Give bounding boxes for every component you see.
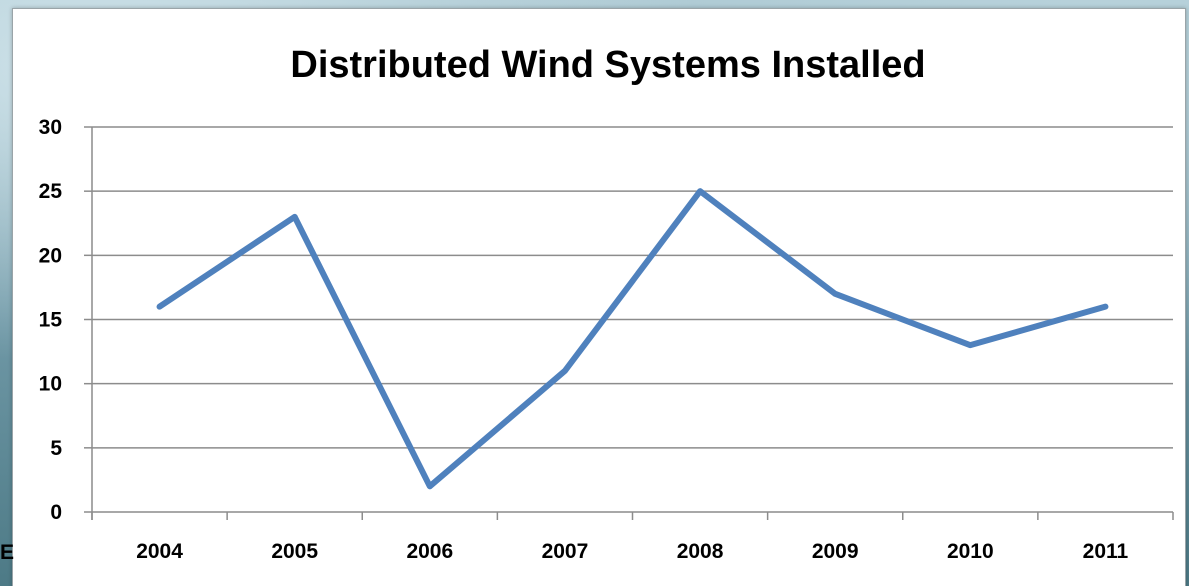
- gridlines: [92, 126, 1173, 449]
- axes: [84, 126, 1174, 520]
- x-tick-label-2008: 2008: [677, 540, 724, 563]
- y-tick-label: 0: [50, 501, 62, 524]
- x-tick-label-2011: 2011: [1083, 540, 1129, 563]
- chart-area: [12, 8, 1186, 586]
- x-tick-labels: 2004 2005 2006 2007 2008 2009 2010 2011: [136, 540, 1128, 563]
- x-tick-label-2004: 2004: [136, 540, 183, 563]
- chart-title: Distributed Wind Systems Installed: [290, 44, 925, 86]
- y-tick-label: 20: [39, 244, 62, 267]
- series-line-0: [156, 188, 1109, 490]
- x-tick-label-2009: 2009: [812, 540, 859, 563]
- y-tick-label: 25: [39, 180, 63, 203]
- x-tick-label-2006: 2006: [406, 540, 453, 563]
- x-tick-label-2005: 2005: [271, 540, 318, 563]
- y-tick-label: 10: [39, 373, 62, 396]
- series-lines: [156, 188, 1109, 490]
- x-tick-label-2010: 2010: [947, 540, 994, 563]
- y-tick-label: 15: [39, 309, 63, 332]
- y-tick-labels: 0 5 10 15 20 25 30: [39, 116, 63, 524]
- y-tick-label: 30: [39, 116, 62, 139]
- clipped-edge-text: E: [0, 541, 15, 564]
- y-tick-label: 5: [50, 437, 62, 460]
- x-tick-label-2007: 2007: [542, 540, 589, 563]
